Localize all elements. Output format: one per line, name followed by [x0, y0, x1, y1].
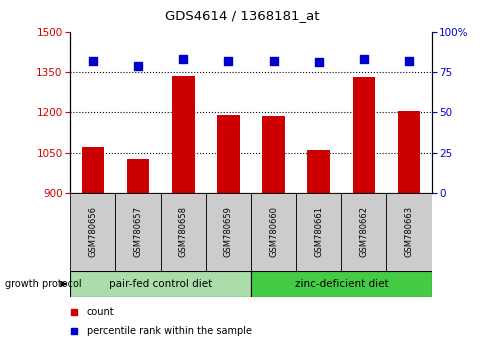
Point [134, 63, 142, 69]
Text: GSM780659: GSM780659 [224, 206, 232, 257]
Point [314, 59, 322, 65]
Bar [262, 116, 284, 193]
Text: GSM780660: GSM780660 [269, 206, 277, 257]
Text: pair-fed control diet: pair-fed control diet [109, 279, 212, 289]
Bar [70, 271, 251, 297]
Text: GSM780663: GSM780663 [404, 206, 413, 257]
Text: count: count [87, 307, 114, 317]
Bar [70, 193, 115, 271]
Bar [352, 78, 375, 193]
Bar [307, 150, 329, 193]
Bar [160, 193, 205, 271]
Text: GSM780658: GSM780658 [179, 206, 187, 257]
Bar [81, 147, 104, 193]
Bar [386, 193, 431, 271]
Point [269, 58, 277, 64]
Point [359, 56, 367, 62]
Point [179, 56, 187, 62]
Bar [115, 193, 160, 271]
Point [224, 58, 232, 64]
Text: GSM780657: GSM780657 [133, 206, 142, 257]
Text: GSM780662: GSM780662 [359, 206, 368, 257]
Text: growth protocol: growth protocol [5, 279, 81, 289]
Text: GSM780661: GSM780661 [314, 206, 322, 257]
Bar [172, 76, 194, 193]
Point [70, 329, 77, 334]
Point [404, 58, 412, 64]
Text: GDS4614 / 1368181_at: GDS4614 / 1368181_at [165, 9, 319, 22]
Text: zinc-deficient diet: zinc-deficient diet [294, 279, 387, 289]
Point [70, 309, 77, 315]
Bar [341, 193, 386, 271]
Point [89, 58, 97, 64]
Bar [205, 193, 251, 271]
Text: percentile rank within the sample: percentile rank within the sample [87, 326, 251, 336]
Bar [126, 159, 149, 193]
Bar [296, 193, 341, 271]
Bar [217, 115, 239, 193]
Bar [251, 193, 296, 271]
Text: GSM780656: GSM780656 [88, 206, 97, 257]
Bar [251, 271, 431, 297]
Bar [397, 111, 420, 193]
